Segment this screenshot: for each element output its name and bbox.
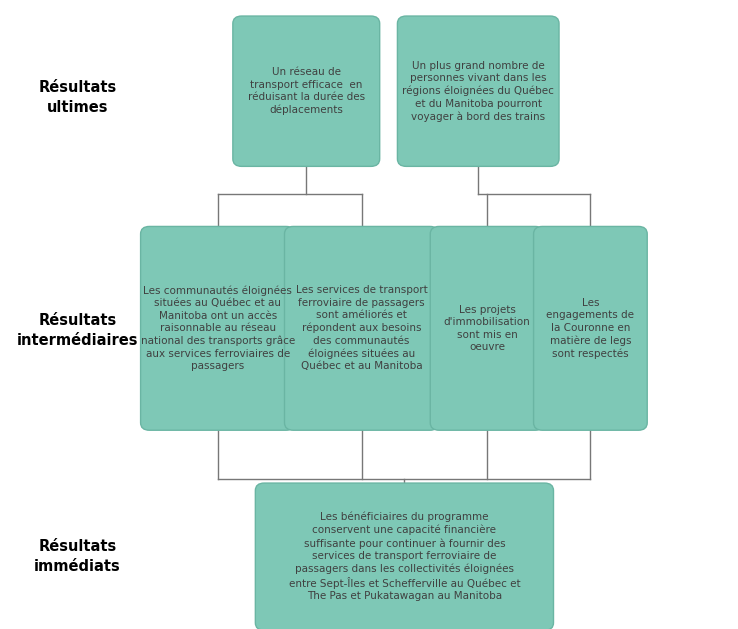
FancyBboxPatch shape bbox=[233, 16, 379, 167]
FancyBboxPatch shape bbox=[534, 226, 647, 430]
FancyBboxPatch shape bbox=[430, 226, 544, 430]
FancyBboxPatch shape bbox=[284, 226, 438, 430]
Text: Un plus grand nombre de
personnes vivant dans les
régions éloignées du Québec
et: Un plus grand nombre de personnes vivant… bbox=[402, 61, 554, 121]
Text: Les services de transport
ferroviaire de passagers
sont améliorés et
répondent a: Les services de transport ferroviaire de… bbox=[296, 286, 427, 371]
Text: Les bénéficiaires du programme
conservent une capacité financière
suffisante pou: Les bénéficiaires du programme conserven… bbox=[289, 512, 520, 601]
Text: Résultats
intermédiaires: Résultats intermédiaires bbox=[17, 313, 138, 348]
FancyBboxPatch shape bbox=[255, 483, 554, 629]
Text: Les communautés éloignées
situées au Québec et au
Manitoba ont un accès
raisonna: Les communautés éloignées situées au Qué… bbox=[140, 286, 295, 371]
Text: Résultats
ultimes: Résultats ultimes bbox=[38, 80, 117, 115]
Text: Un réseau de
transport efficace  en
réduisant la durée des
déplacements: Un réseau de transport efficace en rédui… bbox=[248, 67, 365, 115]
Text: Les projets
d'immobilisation
sont mis en
oeuvre: Les projets d'immobilisation sont mis en… bbox=[444, 304, 531, 352]
FancyBboxPatch shape bbox=[140, 226, 294, 430]
Text: Les
engagements de
la Couronne en
matière de legs
sont respectés: Les engagements de la Couronne en matièr… bbox=[546, 298, 635, 359]
FancyBboxPatch shape bbox=[397, 16, 559, 167]
Text: Résultats
immédiats: Résultats immédiats bbox=[34, 539, 121, 574]
